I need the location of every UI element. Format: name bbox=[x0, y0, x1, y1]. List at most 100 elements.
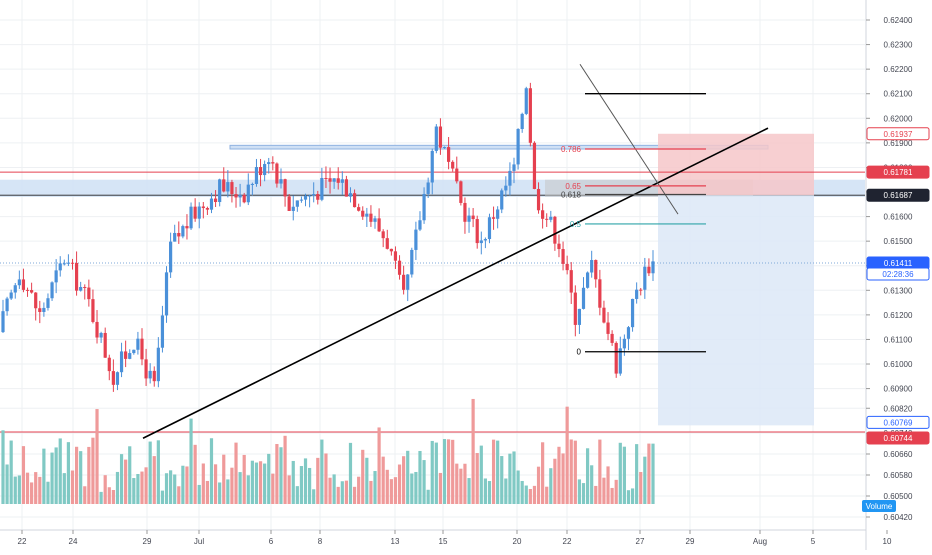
candle-body bbox=[430, 150, 434, 183]
candle-body bbox=[58, 263, 62, 271]
volume-bar bbox=[352, 486, 357, 504]
volume-bar bbox=[377, 427, 381, 504]
projection-line[interactable] bbox=[579, 63, 679, 215]
candle-body bbox=[226, 182, 230, 192]
price-tick-label: 0.61100 bbox=[884, 335, 913, 344]
candle-body bbox=[340, 179, 344, 183]
price-tick-label: 0.60420 bbox=[884, 513, 913, 522]
candle bbox=[357, 203, 361, 212]
candle bbox=[312, 182, 316, 203]
candle bbox=[528, 82, 532, 147]
volume-bar bbox=[287, 475, 291, 504]
volume-bar bbox=[565, 406, 569, 504]
candle-body bbox=[545, 218, 549, 220]
candle-body bbox=[496, 209, 500, 219]
time-axis[interactable]: 22 24 29 Jul 6 8 13 15 20 22 27 29 Aug 5 10 bbox=[0, 529, 892, 546]
candle-body bbox=[508, 170, 512, 186]
candle-body bbox=[369, 213, 373, 222]
volume-bar bbox=[107, 487, 111, 504]
candle bbox=[209, 192, 214, 214]
trendline[interactable] bbox=[142, 127, 769, 439]
candle-body bbox=[487, 217, 492, 240]
candle-body bbox=[303, 195, 308, 200]
candle-body bbox=[38, 308, 42, 312]
candle-body bbox=[9, 292, 13, 299]
volume-bar bbox=[70, 470, 75, 504]
candle bbox=[144, 348, 148, 386]
candle bbox=[74, 251, 79, 296]
candle bbox=[418, 211, 422, 232]
candle bbox=[152, 366, 156, 387]
volume-bar bbox=[410, 473, 414, 504]
candle bbox=[651, 250, 655, 281]
candle bbox=[618, 336, 622, 376]
volume-bar bbox=[630, 488, 635, 504]
candle bbox=[569, 262, 573, 304]
candle-body bbox=[459, 181, 463, 203]
candle-body bbox=[79, 287, 83, 291]
volume-bar bbox=[463, 463, 467, 504]
candle bbox=[381, 229, 385, 248]
candle-body bbox=[5, 298, 9, 312]
volume-bar bbox=[103, 475, 107, 504]
price-tick-label: 0.61900 bbox=[884, 139, 913, 148]
candle-body bbox=[451, 161, 455, 169]
candle-body bbox=[397, 260, 402, 275]
candle bbox=[279, 168, 283, 189]
candle bbox=[234, 186, 238, 208]
candle bbox=[393, 246, 398, 269]
volume-bar bbox=[275, 444, 279, 504]
candle bbox=[320, 167, 324, 202]
candle-body bbox=[422, 193, 426, 221]
candle-body bbox=[250, 183, 254, 185]
candle bbox=[446, 137, 451, 170]
candle-body bbox=[87, 287, 91, 300]
volume-bar bbox=[446, 439, 451, 504]
volume-bar bbox=[218, 482, 222, 504]
price-badge-label: 02:28:36 bbox=[882, 270, 914, 279]
candle bbox=[91, 289, 95, 324]
volume-bar bbox=[438, 472, 443, 504]
candle-body bbox=[512, 164, 516, 171]
candle bbox=[246, 173, 250, 206]
volume-bar bbox=[5, 464, 9, 504]
candle bbox=[369, 205, 373, 227]
volume-bar bbox=[312, 489, 316, 504]
candle-body bbox=[111, 371, 115, 385]
volume-bar bbox=[340, 481, 344, 504]
candle-body bbox=[50, 282, 54, 299]
candle-body bbox=[348, 193, 353, 197]
candle-body bbox=[66, 262, 71, 264]
candle-body bbox=[585, 272, 590, 288]
candle bbox=[455, 156, 459, 184]
time-tick-label: 15 bbox=[439, 537, 448, 546]
volume-bar bbox=[598, 439, 602, 504]
volume-bar bbox=[34, 472, 38, 504]
candle bbox=[594, 259, 598, 288]
candle bbox=[275, 162, 279, 188]
candle bbox=[177, 221, 181, 244]
candle-body bbox=[25, 289, 30, 291]
drawings[interactable]: 0.786 0.650.618 0.5 0 bbox=[142, 63, 769, 439]
candle-body bbox=[21, 279, 26, 290]
candle bbox=[459, 180, 463, 206]
candle bbox=[25, 287, 30, 297]
candle-body bbox=[618, 348, 622, 374]
candle bbox=[79, 281, 83, 292]
candle bbox=[160, 305, 165, 353]
candle-body bbox=[30, 290, 34, 293]
volume-bar bbox=[119, 454, 124, 504]
candle-body bbox=[287, 196, 291, 211]
candle bbox=[500, 188, 504, 214]
candle-body bbox=[455, 168, 459, 182]
candle bbox=[422, 187, 426, 224]
volume-bar bbox=[246, 475, 250, 504]
price-tick-label: 0.60580 bbox=[884, 471, 913, 480]
volume-bar bbox=[512, 451, 516, 504]
candle bbox=[54, 259, 58, 294]
volume-bar bbox=[520, 480, 524, 504]
candle-body bbox=[136, 338, 140, 350]
price-badge bbox=[866, 165, 930, 179]
